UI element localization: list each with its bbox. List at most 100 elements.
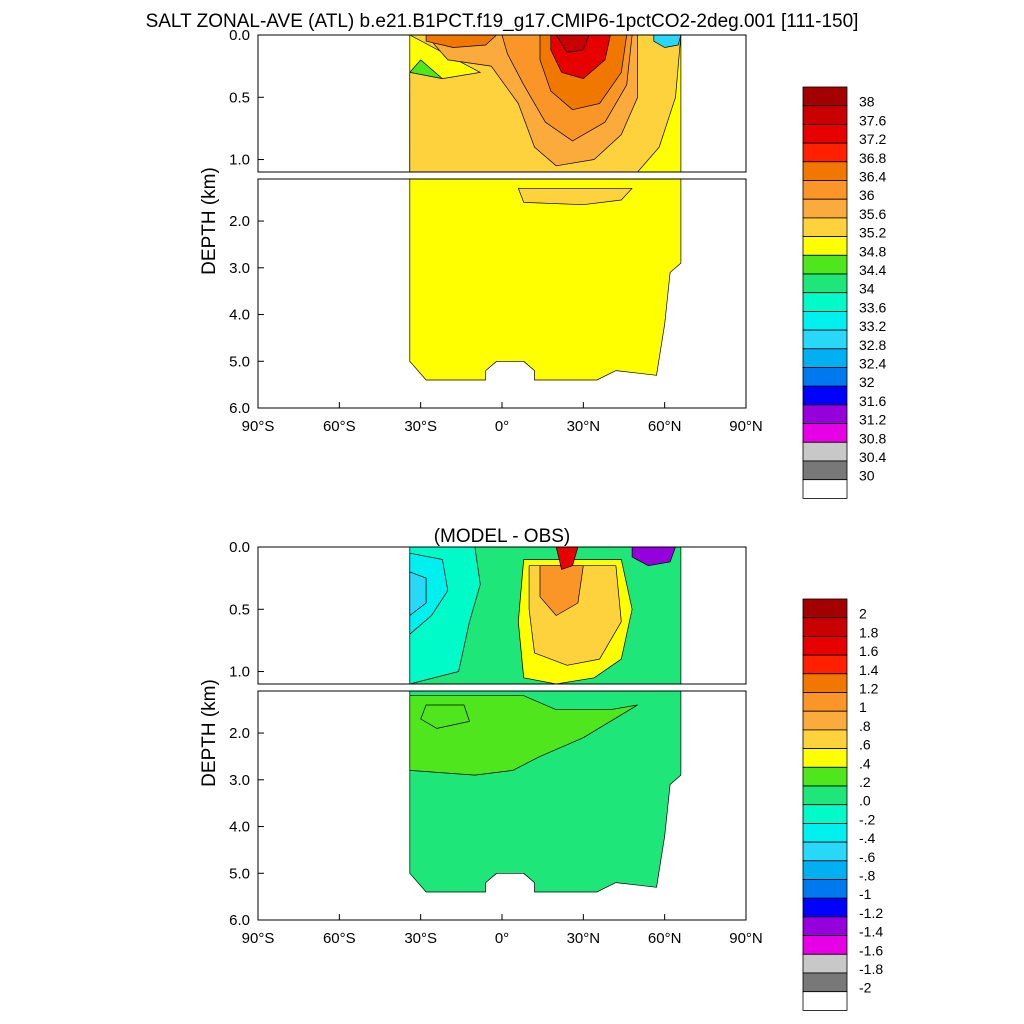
colorbar-swatch xyxy=(802,916,848,937)
colorbar-label: .6 xyxy=(859,737,871,753)
colorbar-swatch xyxy=(802,254,848,275)
colorbar-swatch xyxy=(802,879,848,899)
x-tick-label: 90°N xyxy=(729,418,763,435)
y-tick-label: 4.0 xyxy=(229,307,250,324)
colorbar-swatch xyxy=(802,673,848,693)
colorbar-swatch xyxy=(802,292,848,312)
x-tick-label: 0° xyxy=(495,418,509,435)
upper-axis-frame xyxy=(257,546,747,685)
colorbar-swatch xyxy=(802,236,848,256)
colorbar-swatch xyxy=(802,748,848,768)
upper-field xyxy=(409,35,682,172)
colorbar-swatch xyxy=(802,710,848,731)
lower-field xyxy=(409,179,682,381)
contour-region-deep-intermediate-north xyxy=(517,187,633,206)
contour-region-negative-south-core2 xyxy=(409,571,427,616)
colorbar-swatch xyxy=(802,692,848,712)
x-tick-label: 60°N xyxy=(648,930,682,947)
colorbar-swatch xyxy=(802,161,848,181)
colorbar-swatch xyxy=(802,86,848,107)
colorbar-label: 35.6 xyxy=(859,206,886,222)
colorbar-swatch xyxy=(802,385,848,406)
contour-region-deep-positive-patch xyxy=(420,704,470,729)
x-tick-label: 90°S xyxy=(242,930,275,947)
colorbar-label: -.2 xyxy=(859,811,876,827)
y-tick-label: 0.0 xyxy=(229,539,250,556)
contour-region-negative-south-core xyxy=(409,552,449,635)
colorbar-label: 38 xyxy=(859,94,875,110)
contour-region-arctic-fresh xyxy=(653,35,682,48)
colorbar-swatch xyxy=(802,329,848,350)
contour-region-salinity-max-peak xyxy=(555,35,590,53)
colorbar-swatch xyxy=(802,617,848,637)
y-tick-label: 4.0 xyxy=(229,819,250,836)
colorbar-swatch xyxy=(802,441,848,462)
y-tick-label: 3.0 xyxy=(229,260,250,277)
x-tick-label: 90°N xyxy=(729,930,763,947)
colorbar-swatch xyxy=(802,972,848,993)
colorbar-label: .4 xyxy=(859,755,871,771)
colorbar-swatch xyxy=(802,860,848,880)
colorbar-swatch xyxy=(802,953,848,974)
y-tick-label: 5.0 xyxy=(229,353,250,370)
colorbar-swatch xyxy=(802,598,848,619)
x-tick-label: 30°S xyxy=(404,930,437,947)
colorbar-label: 34.4 xyxy=(859,262,886,278)
y-tick-label: 2.0 xyxy=(229,725,250,742)
y-tick-label: 1.0 xyxy=(229,152,250,169)
colorbar-label: -.6 xyxy=(859,849,876,865)
contour-region-positive-north3 xyxy=(539,565,584,616)
colorbar-swatch xyxy=(802,367,848,387)
colorbar-label: 1 xyxy=(859,699,867,715)
lower-field xyxy=(409,691,682,893)
y-tick-label: 2.0 xyxy=(229,213,250,230)
colorbar-label: 37.2 xyxy=(859,131,886,147)
difference-panel: (MODEL - OBS)0.00.51.02.03.04.05.06.090°… xyxy=(199,526,883,1011)
colorbar-swatch xyxy=(802,479,848,499)
colorbar-swatch xyxy=(802,273,848,294)
colorbar-label: -1 xyxy=(859,886,872,902)
y-tick-label: 0.0 xyxy=(229,27,250,44)
colorbar-swatch xyxy=(802,654,848,675)
colorbar-label: .0 xyxy=(859,793,871,809)
y-axis-label: DEPTH (km) xyxy=(199,167,220,275)
contour-region-arctic-negative xyxy=(631,547,676,567)
colorbar-swatch xyxy=(802,766,848,787)
colorbar-swatch xyxy=(802,423,848,443)
colorbar-label: 34.8 xyxy=(859,243,886,259)
colorbar-swatch xyxy=(802,217,848,237)
contour-region-background-fill xyxy=(409,179,682,381)
colorbar-label: .8 xyxy=(859,718,871,734)
colorbar-swatch xyxy=(802,198,848,219)
x-tick-label: 60°N xyxy=(648,418,682,435)
colorbar-swatch xyxy=(802,804,848,824)
colorbar-label: 37.6 xyxy=(859,112,886,128)
colorbar-label: 1.6 xyxy=(859,643,879,659)
colorbar-swatch xyxy=(802,348,848,368)
colorbar-swatch xyxy=(802,105,848,125)
colorbar-label: -1.4 xyxy=(859,924,883,940)
colorbar-swatch xyxy=(802,404,848,424)
y-axis-label: DEPTH (km) xyxy=(199,679,220,787)
colorbar-label: -1.6 xyxy=(859,942,883,958)
x-tick-label: 30°N xyxy=(567,418,601,435)
colorbar-label: 30.8 xyxy=(859,430,886,446)
colorbar-swatch xyxy=(802,897,848,918)
colorbar-label: 32.8 xyxy=(859,337,886,353)
x-tick-label: 0° xyxy=(495,930,509,947)
y-tick-label: 1.0 xyxy=(229,664,250,681)
colorbar-label: -2 xyxy=(859,980,872,996)
x-tick-label: 90°S xyxy=(242,418,275,435)
upper-axis-frame xyxy=(257,34,747,173)
y-tick-label: 0.5 xyxy=(229,601,250,618)
x-tick-label: 30°N xyxy=(567,930,601,947)
colorbar-label: 36.4 xyxy=(859,169,886,185)
colorbar-label: 33.6 xyxy=(859,299,886,315)
colorbar-label: -.4 xyxy=(859,830,876,846)
colorbar-label: 1.2 xyxy=(859,681,879,697)
colorbar-label: 1.4 xyxy=(859,662,879,678)
colorbar-swatch xyxy=(802,729,848,750)
colorbar-label: -1.8 xyxy=(859,961,883,977)
x-tick-label: 30°S xyxy=(404,418,437,435)
